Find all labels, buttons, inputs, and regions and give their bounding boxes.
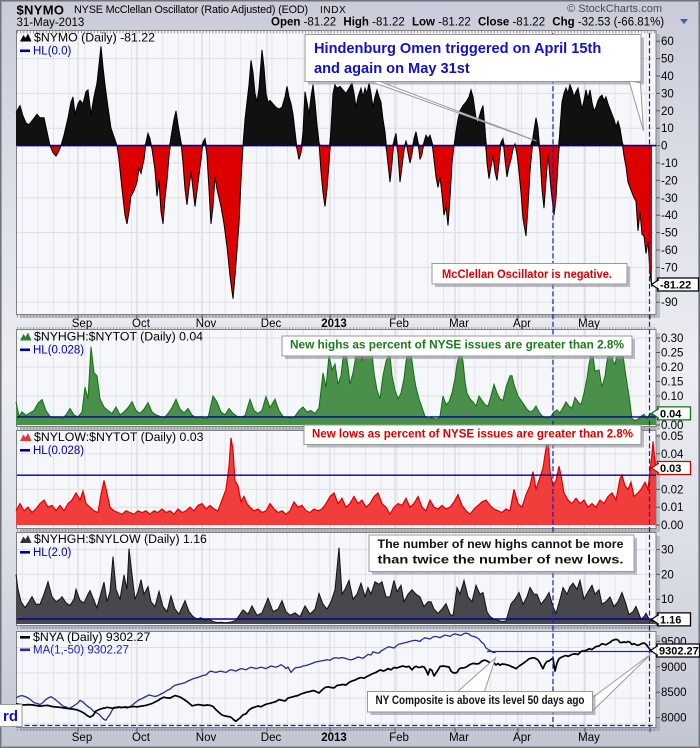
svg-text:30: 30 bbox=[661, 88, 674, 100]
svg-text:Nov: Nov bbox=[196, 318, 217, 330]
svg-text:HL(0.028): HL(0.028) bbox=[33, 445, 84, 457]
svg-text:0.30: 0.30 bbox=[661, 333, 683, 345]
svg-text:$NYA (Daily) 9302.27: $NYA (Daily) 9302.27 bbox=[33, 630, 150, 644]
svg-text:31-May-2013: 31-May-2013 bbox=[17, 17, 85, 29]
svg-text:© StockCharts.com: © StockCharts.com bbox=[567, 3, 662, 15]
svg-text:$NYHGH:$NYLOW (Daily) 1.16: $NYHGH:$NYLOW (Daily) 1.16 bbox=[34, 532, 207, 546]
svg-text:Oct: Oct bbox=[132, 318, 151, 330]
svg-text:Dec: Dec bbox=[261, 732, 282, 744]
svg-text:20: 20 bbox=[661, 106, 674, 118]
svg-text:1.16: 1.16 bbox=[660, 614, 681, 626]
svg-text:NY Composite is above its leve: NY Composite is above its level 50 days … bbox=[376, 693, 585, 707]
svg-text:Sep: Sep bbox=[72, 732, 92, 744]
svg-text:9000: 9000 bbox=[661, 662, 687, 674]
svg-text:10: 10 bbox=[661, 594, 674, 606]
svg-text:Mar: Mar bbox=[449, 318, 469, 330]
svg-text:Nov: Nov bbox=[196, 732, 217, 744]
svg-text:and again on May 31st: and again on May 31st bbox=[314, 61, 470, 77]
svg-text:rd: rd bbox=[3, 708, 18, 725]
svg-text:-10: -10 bbox=[661, 158, 678, 170]
svg-text:Dec: Dec bbox=[261, 318, 282, 330]
svg-text:MA(1,-50) 9302.27: MA(1,-50) 9302.27 bbox=[33, 645, 129, 657]
svg-text:-50: -50 bbox=[661, 228, 678, 240]
svg-text:0.01: 0.01 bbox=[661, 502, 683, 514]
svg-text:-90: -90 bbox=[661, 297, 678, 309]
svg-text:Open -81.22 High -81.22 Low -8: Open -81.22 High -81.22 Low -81.22 Close… bbox=[271, 17, 664, 29]
svg-text:INDX: INDX bbox=[320, 5, 346, 16]
svg-text:0.25: 0.25 bbox=[661, 348, 683, 360]
svg-text:0.04: 0.04 bbox=[660, 408, 682, 420]
svg-text:-60: -60 bbox=[661, 245, 678, 257]
svg-text:New highs as percent of NYSE i: New highs as percent of NYSE issues are … bbox=[290, 337, 624, 351]
svg-text:Apr: Apr bbox=[513, 318, 531, 330]
svg-text:-81.22: -81.22 bbox=[660, 280, 691, 292]
svg-text:60: 60 bbox=[661, 36, 674, 48]
svg-text:-30: -30 bbox=[661, 193, 678, 205]
svg-text:The number of new highs cannot: The number of new highs cannot be more bbox=[378, 537, 624, 551]
svg-text:40: 40 bbox=[661, 71, 674, 83]
svg-text:0.00: 0.00 bbox=[661, 520, 683, 532]
svg-text:20: 20 bbox=[661, 569, 674, 581]
svg-text:8500: 8500 bbox=[661, 687, 687, 699]
svg-text:8000: 8000 bbox=[661, 713, 687, 725]
svg-text:McClellan Oscillator is negati: McClellan Oscillator is negative. bbox=[442, 267, 612, 281]
svg-text:0.04: 0.04 bbox=[661, 449, 684, 461]
svg-text:-20: -20 bbox=[661, 175, 678, 187]
svg-text:Hindenburg Omen triggered on A: Hindenburg Omen triggered on April 15th bbox=[314, 41, 601, 57]
svg-text:10: 10 bbox=[661, 123, 674, 135]
svg-text:0: 0 bbox=[661, 141, 667, 153]
svg-text:0.20: 0.20 bbox=[661, 362, 683, 374]
svg-text:-40: -40 bbox=[661, 210, 678, 222]
svg-text:2013: 2013 bbox=[321, 732, 347, 744]
svg-text:Feb: Feb bbox=[389, 732, 409, 744]
svg-text:30: 30 bbox=[661, 545, 674, 557]
svg-text:May: May bbox=[578, 318, 600, 330]
svg-text:0.02: 0.02 bbox=[661, 484, 683, 496]
svg-text:-70: -70 bbox=[661, 262, 678, 274]
svg-text:HL(2.0): HL(2.0) bbox=[33, 547, 72, 559]
svg-text:50: 50 bbox=[661, 54, 674, 66]
svg-text:$NYMO (Daily) -81.22: $NYMO (Daily) -81.22 bbox=[34, 31, 155, 45]
svg-text:Apr: Apr bbox=[513, 732, 531, 744]
svg-text:2013: 2013 bbox=[321, 318, 347, 330]
svg-text:0.15: 0.15 bbox=[661, 377, 683, 389]
svg-text:HL(0.0): HL(0.0) bbox=[33, 46, 72, 58]
svg-text:$NYMO: $NYMO bbox=[17, 3, 65, 18]
svg-text:HL(0.028): HL(0.028) bbox=[33, 345, 84, 357]
svg-text:Sep: Sep bbox=[72, 318, 92, 330]
svg-text:0.00: 0.00 bbox=[661, 420, 683, 432]
svg-text:NYSE McClellan Oscillator (Rat: NYSE McClellan Oscillator (Ratio Adjuste… bbox=[74, 4, 308, 16]
svg-text:0.05: 0.05 bbox=[661, 431, 683, 443]
svg-text:$NYHGH:$NYTOT (Daily) 0.04: $NYHGH:$NYTOT (Daily) 0.04 bbox=[34, 330, 203, 344]
svg-text:New lows as percent of NYSE is: New lows as percent of NYSE issues are g… bbox=[312, 426, 633, 440]
svg-text:May: May bbox=[578, 732, 600, 744]
svg-text:Oct: Oct bbox=[132, 732, 151, 744]
svg-text:Feb: Feb bbox=[389, 318, 409, 330]
svg-text:0.03: 0.03 bbox=[660, 463, 681, 475]
svg-text:Mar: Mar bbox=[449, 732, 469, 744]
svg-text:than twice the number of new l: than twice the number of new lows. bbox=[378, 552, 624, 566]
svg-text:0.10: 0.10 bbox=[661, 391, 683, 403]
svg-text:9302.27: 9302.27 bbox=[659, 646, 699, 658]
svg-text:$NYLOW:$NYTOT (Daily) 0.03: $NYLOW:$NYTOT (Daily) 0.03 bbox=[34, 430, 204, 444]
